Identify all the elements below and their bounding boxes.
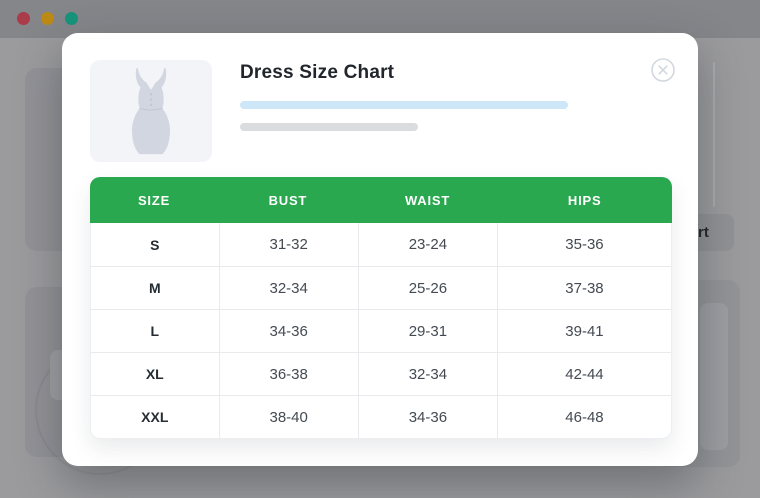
waist-cell: 25-26 [357,267,497,309]
modal-title: Dress Size Chart [240,62,395,83]
column-header-size: SIZE [137,192,171,208]
size-table: SIZE BUST WAIST HIPS S 31-32 23-24 35-36… [90,177,672,439]
window-close-dot[interactable] [17,12,30,25]
size-cell: L [150,323,160,339]
window-minimize-dot[interactable] [41,12,54,25]
add-to-cart-label: rt [698,224,709,241]
hips-cell: 46-48 [496,396,671,438]
size-cell: M [148,280,161,296]
skeleton-line-gray [240,123,418,131]
waist-cell: 29-31 [357,310,497,352]
table-row: XL 36-38 32-34 42-44 [91,352,671,395]
bust-cell: 38-40 [218,396,358,438]
background-divider [713,62,715,207]
close-icon [651,58,675,82]
waist-cell: 34-36 [357,396,497,438]
size-cell: XL [145,366,164,382]
hips-cell: 39-41 [496,310,671,352]
size-table-header-row: SIZE BUST WAIST HIPS [90,177,672,223]
size-cell: S [150,236,160,253]
bust-cell: 32-34 [218,267,358,309]
size-table-body: S 31-32 23-24 35-36 M 32-34 25-26 37-38 … [90,223,672,439]
column-header-bust: BUST [268,192,308,208]
browser-titlebar [0,0,760,38]
table-row: XXL 38-40 34-36 46-48 [91,395,671,438]
bust-cell: 36-38 [218,353,358,395]
column-header-hips: HIPS [567,192,602,208]
size-cell: XXL [141,409,169,425]
skeleton-line-blue [240,101,568,109]
background-skeleton-right [700,303,728,450]
table-row: L 34-36 29-31 39-41 [91,309,671,352]
hips-cell: 42-44 [496,353,671,395]
dress-icon [131,67,171,155]
window-maximize-dot[interactable] [65,12,78,25]
column-header-waist: WAIST [404,192,451,208]
bust-cell: 34-36 [218,310,358,352]
table-row: S 31-32 23-24 35-36 [91,223,671,266]
dress-size-chart-modal: Dress Size Chart SIZE BUST WAIST HIPS S … [62,33,698,466]
hips-cell: 35-36 [496,223,671,266]
dress-thumbnail [90,60,212,162]
waist-cell: 32-34 [357,353,497,395]
table-row: M 32-34 25-26 37-38 [91,266,671,309]
modal-close-button[interactable] [650,57,676,83]
bust-cell: 31-32 [218,223,358,266]
hips-cell: 37-38 [496,267,671,309]
waist-cell: 23-24 [357,223,497,266]
